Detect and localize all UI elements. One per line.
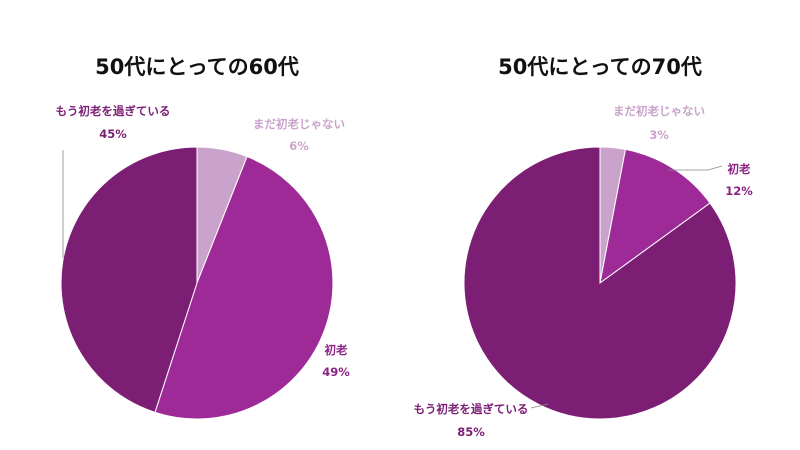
slice-label-not-yet: まだ初老じゃない bbox=[613, 104, 705, 118]
slice-value-not-yet: 6% bbox=[289, 139, 309, 153]
slice-past bbox=[60, 146, 198, 413]
slice-label-past: もう初老を過ぎている bbox=[56, 104, 171, 118]
slice-value-past: 45% bbox=[99, 127, 127, 141]
pie-chart-60s: 50代にとっての60代 まだ初老じゃない 6% 初老 49% もう初老を過ぎてい… bbox=[56, 55, 350, 420]
slice-label-not-yet: まだ初老じゃない bbox=[253, 117, 345, 131]
slice-value-shoro: 49% bbox=[322, 365, 350, 379]
chart-title: 50代にとっての60代 bbox=[95, 55, 299, 79]
slice-shoro bbox=[154, 155, 334, 420]
slice-label-shoro: 初老 bbox=[325, 343, 348, 357]
leader-line bbox=[668, 165, 723, 171]
slice-shoro bbox=[599, 148, 711, 285]
chart-title: 50代にとっての70代 bbox=[498, 55, 702, 79]
slice-value-shoro: 12% bbox=[725, 184, 753, 198]
slice-label-shoro: 初老 bbox=[728, 162, 751, 176]
slice-label-past: もう初老を過ぎている bbox=[414, 402, 529, 416]
leader-line bbox=[530, 403, 549, 409]
pie-slices bbox=[463, 146, 737, 420]
slice-value-not-yet: 3% bbox=[649, 128, 669, 142]
pie-chart-70s: 50代にとっての70代 まだ初老じゃない 3% 初老 12% もう初老を過ぎてい… bbox=[414, 55, 754, 439]
pie-slices bbox=[60, 146, 334, 420]
slice-past bbox=[463, 146, 737, 420]
slice-value-past: 85% bbox=[457, 425, 485, 439]
